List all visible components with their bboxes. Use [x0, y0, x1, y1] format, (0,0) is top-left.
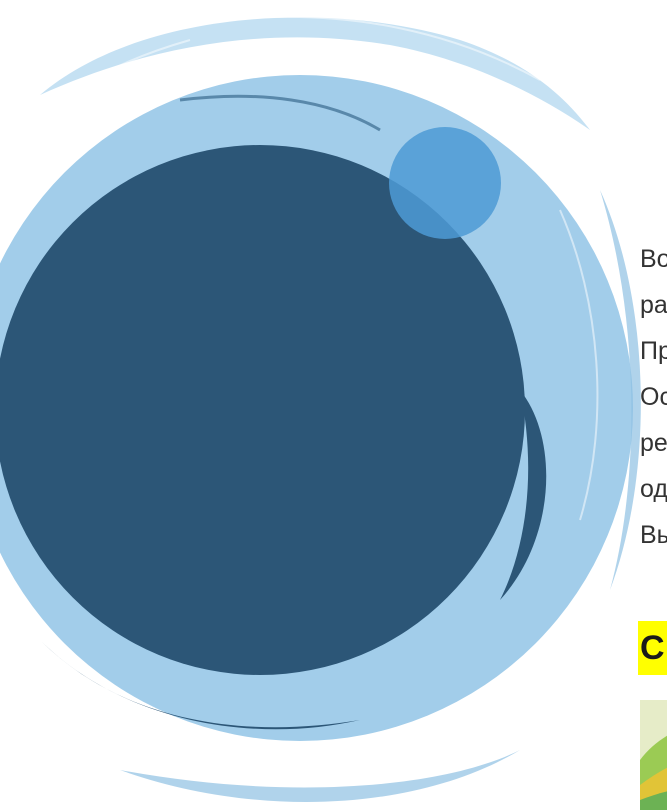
article-line: Во [640, 245, 667, 273]
article-line: од [640, 475, 667, 503]
article-line: ре [640, 429, 667, 457]
brush-stroke-top [40, 17, 590, 130]
brush-stroke-bottom [120, 750, 520, 803]
dark-brush-streak [179, 94, 381, 132]
article-line: Пр [640, 337, 667, 365]
brush-stroke-right [600, 190, 641, 590]
dark-blue-brush-circle [0, 145, 525, 675]
brush-streak-3 [19, 39, 191, 141]
article-line: Ос [640, 383, 667, 411]
dark-brush-edge-right [500, 390, 547, 600]
brush-streak-1 [249, 15, 541, 81]
article-line: ра [640, 291, 667, 319]
brush-streak-2 [559, 209, 599, 521]
photo-thumbnail-icon[interactable] [640, 700, 667, 810]
section-heading: С [638, 621, 667, 675]
accent-circle [389, 127, 501, 239]
article-line: Вы [640, 521, 667, 549]
article-text: Во ра Пр Ос ре од Вы [640, 236, 667, 558]
